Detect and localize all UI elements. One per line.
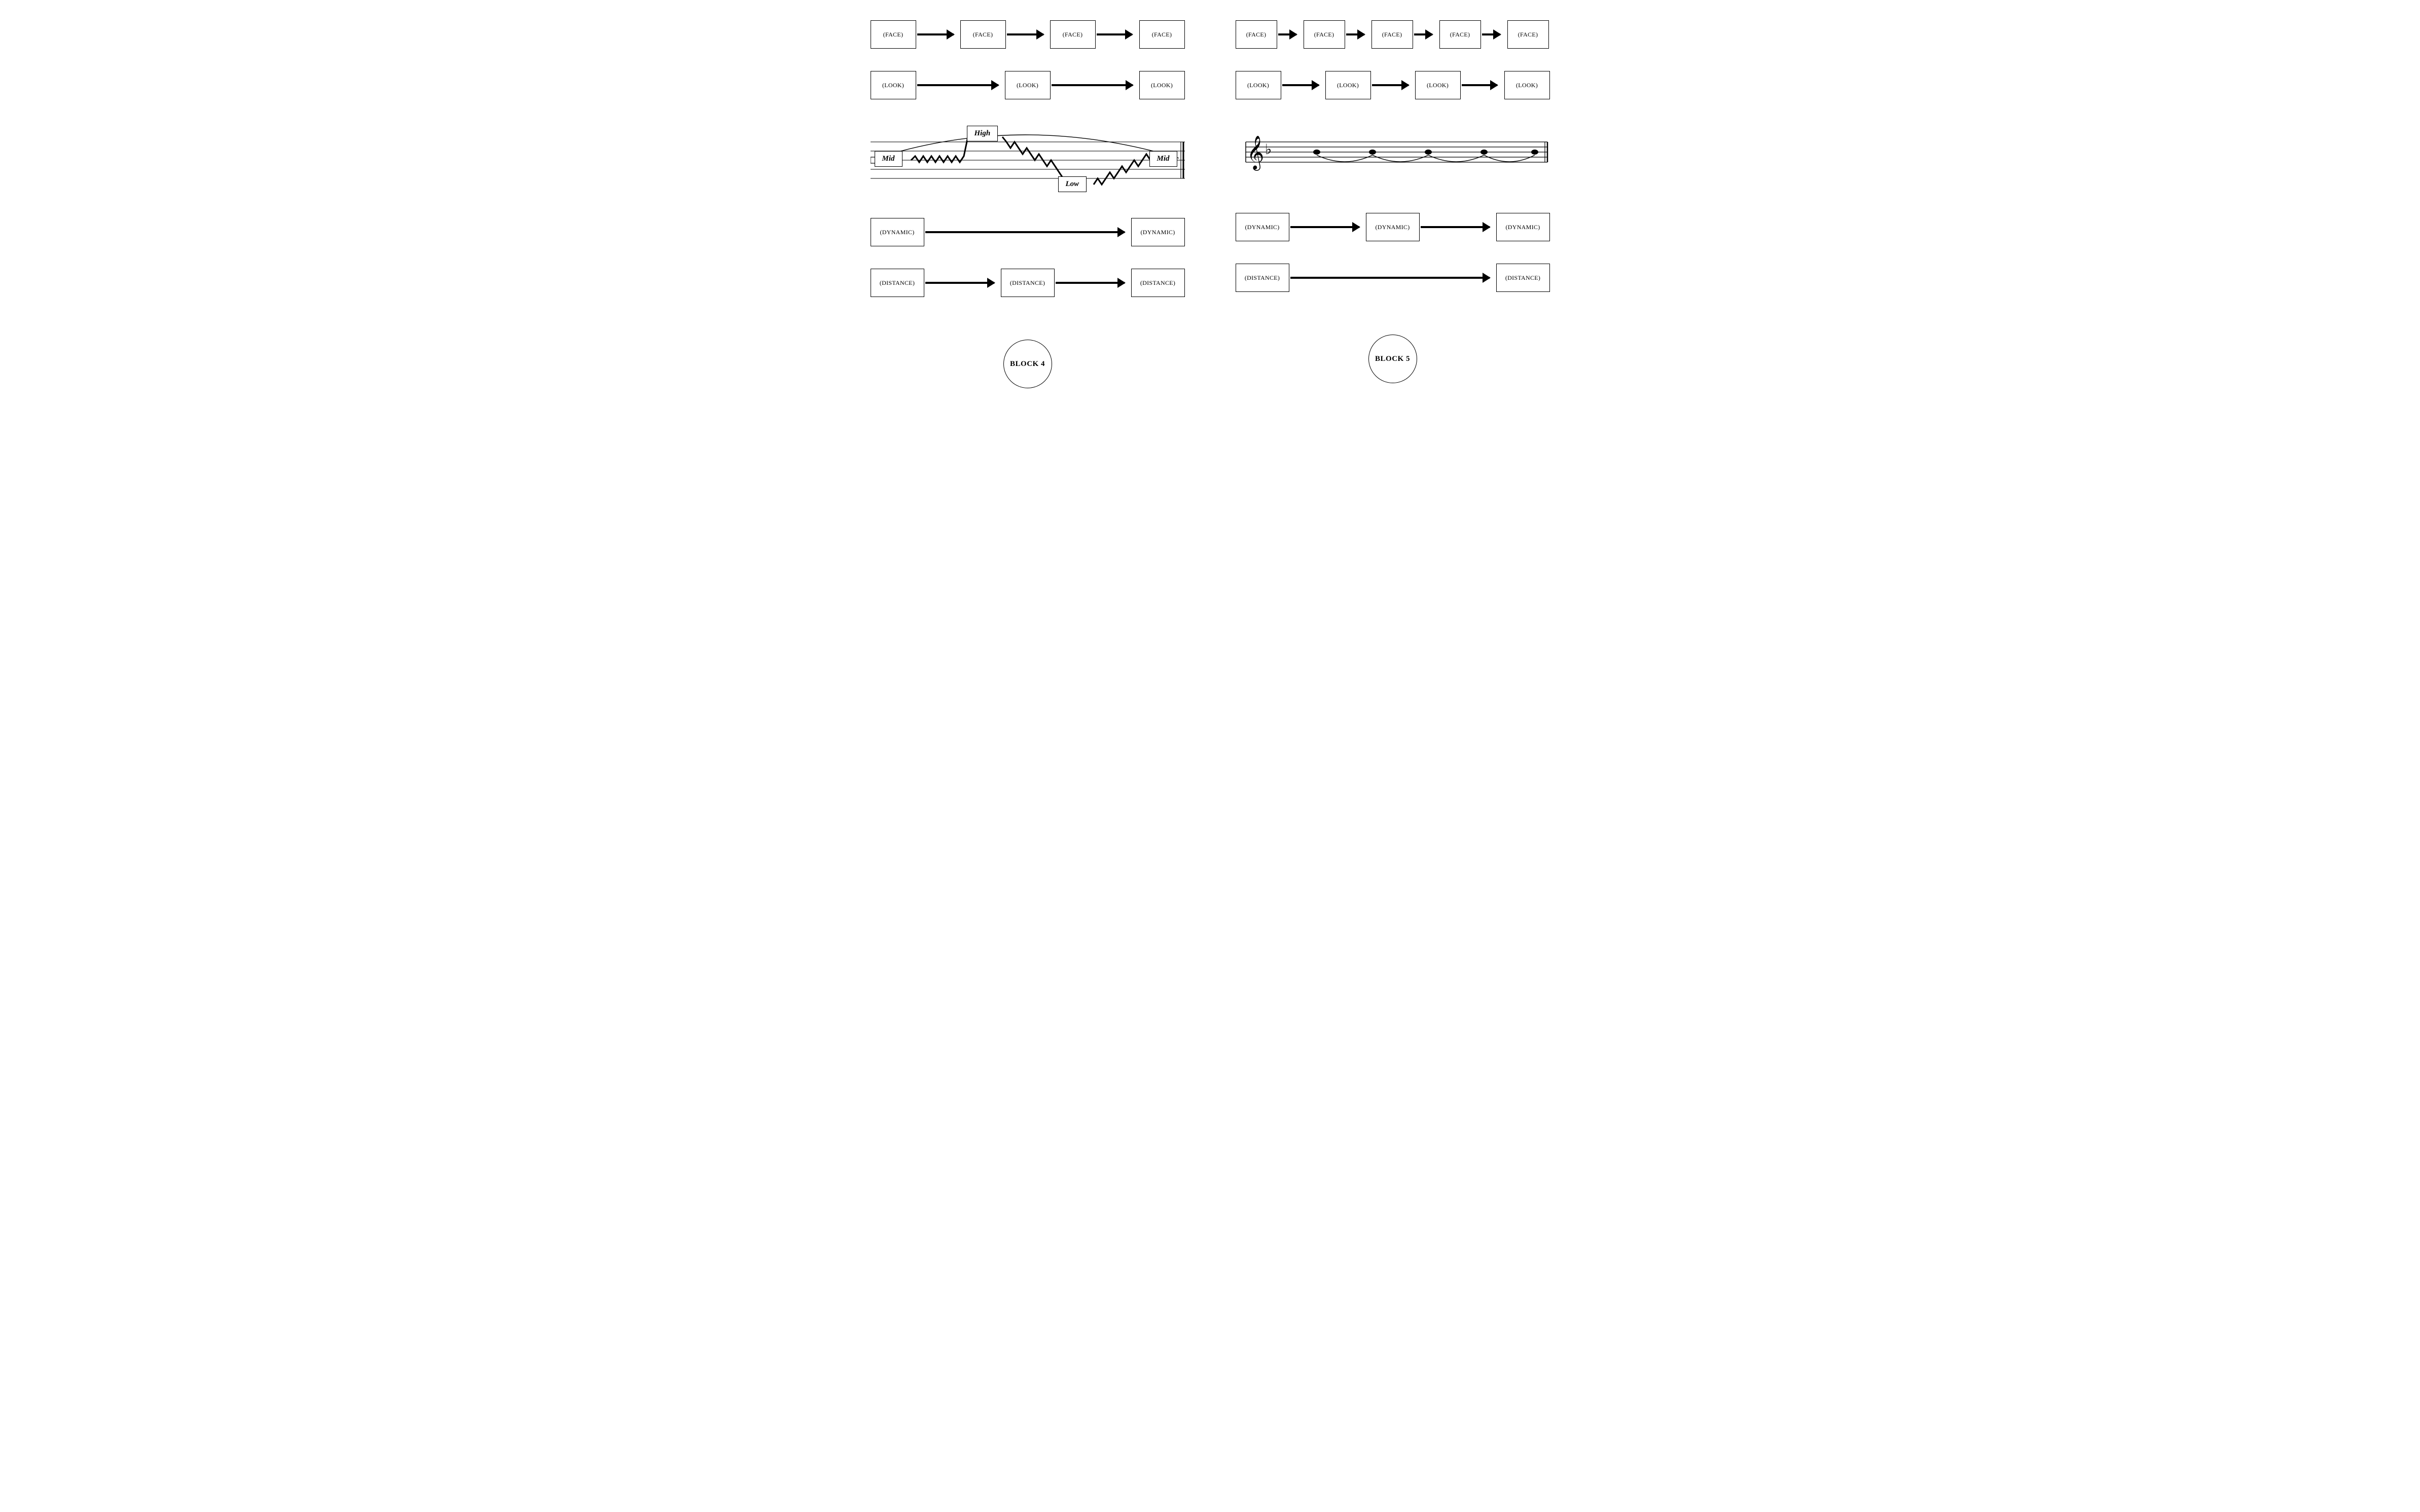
row-face: (FACE) (FACE) (FACE) (FACE) — [871, 20, 1185, 56]
pitch-node-mid: Mid — [875, 151, 902, 167]
arrow-icon — [1421, 226, 1490, 228]
pitch-svg — [871, 122, 1185, 203]
face-box: (FACE) — [1139, 20, 1185, 49]
dynamic-box: (DYNAMIC) — [1236, 213, 1289, 241]
arrow-icon — [1097, 33, 1132, 35]
arrow-icon — [1282, 84, 1319, 86]
face-box: (FACE) — [1304, 20, 1345, 49]
pitch-contour: Mid High Low Mid — [871, 122, 1185, 203]
face-box: (FACE) — [1439, 20, 1481, 49]
pitch-node-low: Low — [1058, 176, 1087, 192]
face-box: (FACE) — [960, 20, 1006, 49]
look-box: (LOOK) — [1325, 71, 1371, 99]
block-5: (FACE) (FACE) (FACE) (FACE) (FACE) (LOOK… — [1236, 20, 1550, 383]
block-label-circle: BLOCK 4 — [1003, 340, 1052, 388]
arrow-icon — [925, 282, 994, 284]
dynamic-box: (DYNAMIC) — [1496, 213, 1550, 241]
arrow-icon — [1290, 277, 1490, 279]
face-box: (FACE) — [1050, 20, 1096, 49]
music-staff: 𝄞 ♭ — [1236, 122, 1550, 193]
face-box: (FACE) — [1236, 20, 1277, 49]
look-box: (LOOK) — [1139, 71, 1185, 99]
arrow-icon — [917, 33, 954, 35]
row-distance: (DISTANCE) (DISTANCE) (DISTANCE) — [871, 269, 1185, 304]
flat-icon: ♭ — [1265, 142, 1272, 158]
face-box: (FACE) — [871, 20, 916, 49]
staff-svg: 𝄞 ♭ — [1236, 122, 1550, 182]
block-4: (FACE) (FACE) (FACE) (FACE) (LOOK) (LOOK… — [871, 20, 1185, 388]
row-look: (LOOK) (LOOK) (LOOK) (LOOK) — [1236, 71, 1550, 106]
look-box: (LOOK) — [1236, 71, 1281, 99]
dynamic-box: (DYNAMIC) — [871, 218, 924, 246]
look-box: (LOOK) — [871, 71, 916, 99]
diagram-page: (FACE) (FACE) (FACE) (FACE) (LOOK) (LOOK… — [15, 20, 2405, 388]
arrow-icon — [1052, 84, 1133, 86]
pitch-node-mid: Mid — [1149, 151, 1177, 167]
look-box: (LOOK) — [1005, 71, 1051, 99]
arrow-icon — [1462, 84, 1497, 86]
row-face: (FACE) (FACE) (FACE) (FACE) (FACE) — [1236, 20, 1550, 56]
distance-box: (DISTANCE) — [1496, 264, 1550, 292]
distance-box: (DISTANCE) — [1236, 264, 1289, 292]
arrow-icon — [917, 84, 998, 86]
arrow-icon — [1372, 84, 1408, 86]
arrow-icon — [1007, 33, 1043, 35]
arrow-icon — [925, 231, 1125, 233]
arrow-icon — [1482, 33, 1500, 35]
arrow-icon — [1056, 282, 1125, 284]
arrow-icon — [1290, 226, 1359, 228]
face-box: (FACE) — [1371, 20, 1413, 49]
distance-box: (DISTANCE) — [871, 269, 924, 297]
distance-box: (DISTANCE) — [1001, 269, 1055, 297]
treble-clef-icon: 𝄞 — [1247, 136, 1264, 171]
look-box: (LOOK) — [1504, 71, 1550, 99]
arrow-icon — [1414, 33, 1432, 35]
pitch-node-high: High — [967, 126, 998, 141]
distance-box: (DISTANCE) — [1131, 269, 1185, 297]
arrow-icon — [1346, 33, 1364, 35]
row-distance: (DISTANCE) (DISTANCE) — [1236, 264, 1550, 299]
look-box: (LOOK) — [1415, 71, 1461, 99]
dynamic-box: (DYNAMIC) — [1131, 218, 1185, 246]
block-label-circle: BLOCK 5 — [1368, 335, 1417, 383]
row-dynamic: (DYNAMIC) (DYNAMIC) — [871, 218, 1185, 253]
dynamic-box: (DYNAMIC) — [1366, 213, 1420, 241]
row-dynamic: (DYNAMIC) (DYNAMIC) (DYNAMIC) — [1236, 213, 1550, 248]
row-look: (LOOK) (LOOK) (LOOK) — [871, 71, 1185, 106]
arrow-icon — [1278, 33, 1296, 35]
face-box: (FACE) — [1507, 20, 1549, 49]
